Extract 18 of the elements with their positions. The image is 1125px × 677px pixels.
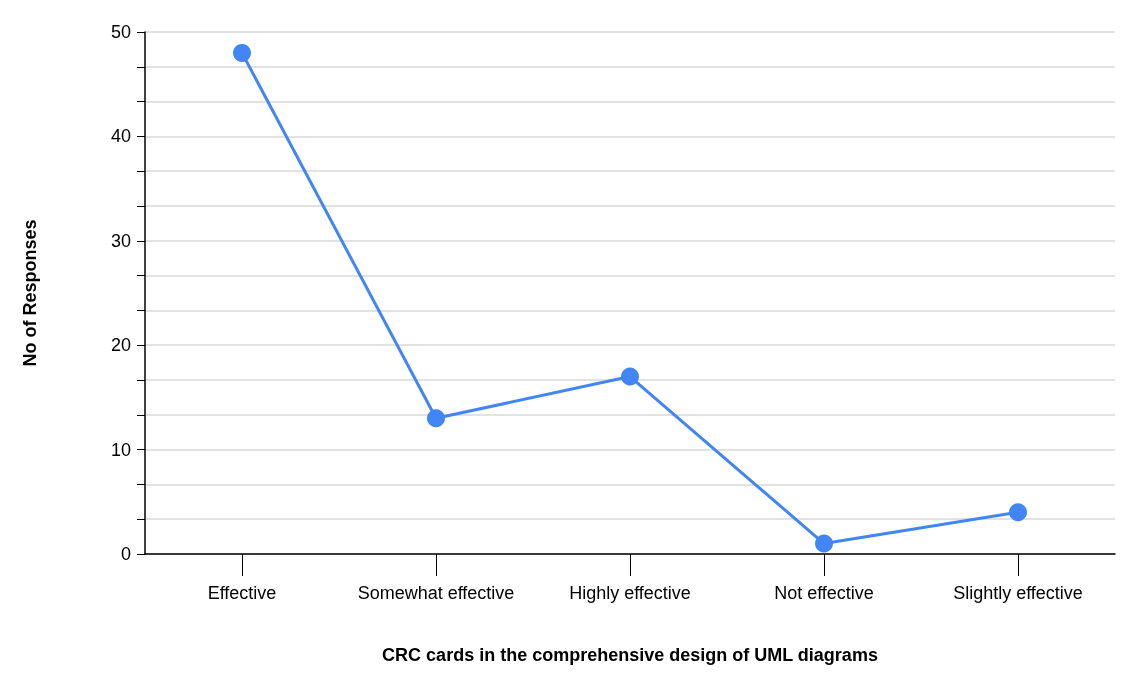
y-tick-label: 30 [110, 230, 131, 251]
y-tick-label: 10 [110, 439, 131, 460]
x-tick-label: Highly effective [569, 583, 691, 603]
point [1009, 503, 1027, 522]
y-tick-label: 40 [110, 126, 131, 147]
x-axis-title: CRC cards in the comprehensive design of UML diagrams [382, 645, 878, 665]
y-tick-label: 20 [110, 335, 131, 356]
y-tick-label: 0 [120, 544, 131, 564]
x-tick-label: Not effective [774, 583, 874, 603]
point [233, 43, 251, 62]
x-tick-label: Slightly effective [953, 583, 1083, 603]
point [815, 534, 833, 553]
point [621, 367, 639, 386]
point [427, 409, 445, 428]
x-tick-label: Effective [207, 583, 277, 603]
y-axis-title: No of Responses [20, 219, 40, 367]
y-tick-label: 50 [110, 22, 131, 42]
x-tick-label: Somewhat effective [357, 583, 515, 603]
